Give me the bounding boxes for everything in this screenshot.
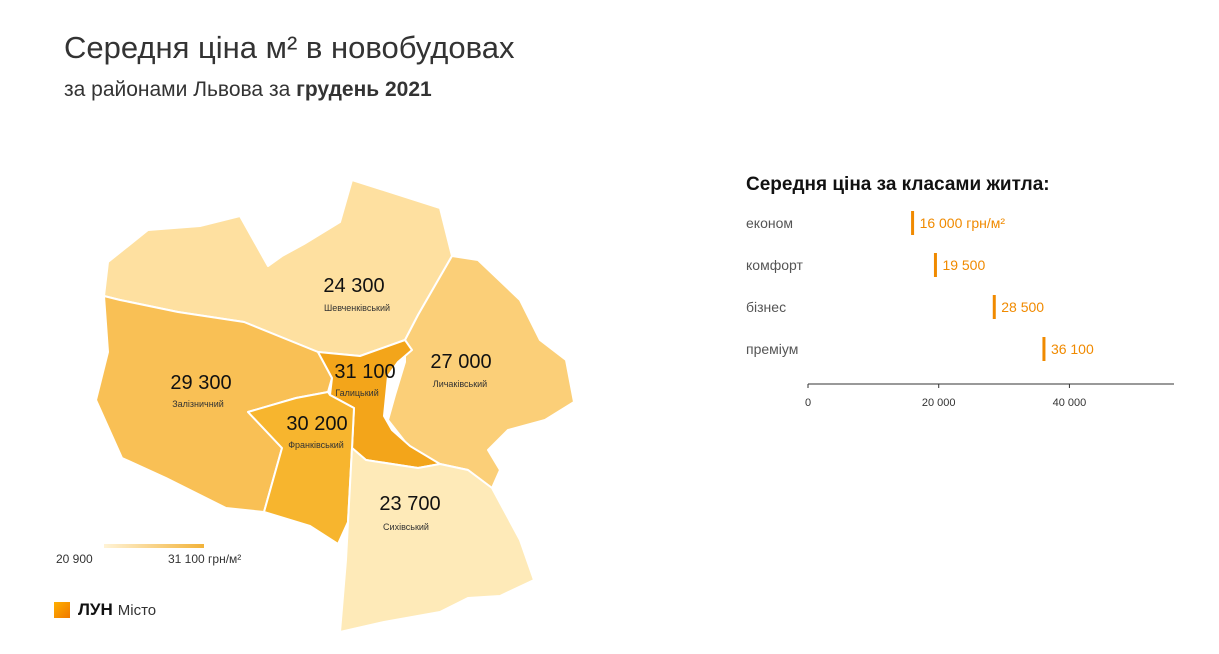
x-tick-label-1: 20 000 xyxy=(922,397,956,409)
value-shevchenkivskyi: 24 300 xyxy=(323,275,384,297)
bar-mark-2 xyxy=(992,295,996,319)
value-frankivskyi: 30 200 xyxy=(286,413,347,435)
value-zaliznychnyi: 29 300 xyxy=(170,372,231,394)
bar-category-0: економ xyxy=(746,215,793,231)
name-shevchenkivskyi: Шевченківський xyxy=(324,303,390,313)
subtitle-period: грудень 2021 xyxy=(296,78,432,101)
x-tick-label-2: 40 000 xyxy=(1053,397,1087,409)
district-sykhivskyi[interactable] xyxy=(339,447,535,633)
page-title: Середня ціна м² в новобудовах xyxy=(64,30,515,65)
bar-mark-3 xyxy=(1042,337,1046,361)
bar-category-1: комфорт xyxy=(746,257,803,273)
name-zaliznychnyi: Залізничний xyxy=(172,399,224,409)
bar-value-2: 28 500 xyxy=(1001,299,1044,315)
district-labels: 24 300 Шевченківський 27 000 Личаківськи… xyxy=(170,275,491,532)
logo-city: Місто xyxy=(117,601,157,619)
subtitle-prefix: за районами Львова за xyxy=(64,78,291,101)
name-lychakivskyi: Личаківський xyxy=(433,379,487,389)
legend-max-label: 31 100 грн/м² xyxy=(168,552,242,566)
bar-value-1: 19 500 xyxy=(942,257,985,273)
bar-value-0: 16 000 грн/м² xyxy=(920,215,1006,231)
x-tick-label-0: 0 xyxy=(805,397,811,409)
lun-logo: ЛУН Місто xyxy=(54,600,156,620)
value-halytskyi: 31 100 xyxy=(334,361,395,383)
bar-category-2: бізнес xyxy=(746,299,786,315)
name-halytskyi: Галицький xyxy=(335,388,379,398)
name-sykhivskyi: Сихівський xyxy=(383,522,429,532)
page-subtitle: за районами Львова за грудень 2021 xyxy=(64,78,432,102)
district-lychakivskyi[interactable] xyxy=(387,255,575,489)
legend-min-label: 20 900 xyxy=(56,552,93,566)
bar-category-3: преміум xyxy=(746,341,798,357)
bar-mark-0 xyxy=(911,211,915,235)
logo-brand: ЛУН xyxy=(78,600,113,619)
bar-mark-1 xyxy=(933,253,937,277)
name-frankivskyi: Франківський xyxy=(288,440,344,450)
bar-chart-title: Середня ціна за класами житла: xyxy=(746,174,1050,195)
class-price-chart: економ 16 000 грн/м² комфорт 19 500 бізнес 28… xyxy=(746,211,1174,409)
district-map: 24 300 Шевченківський 27 000 Личаківськи… xyxy=(95,179,575,633)
value-lychakivskyi: 27 000 xyxy=(430,351,491,373)
value-sykhivskyi: 23 700 xyxy=(379,493,440,515)
lun-logo-icon xyxy=(54,602,70,618)
legend-gradient xyxy=(104,544,204,548)
bar-value-3: 36 100 xyxy=(1051,341,1094,357)
